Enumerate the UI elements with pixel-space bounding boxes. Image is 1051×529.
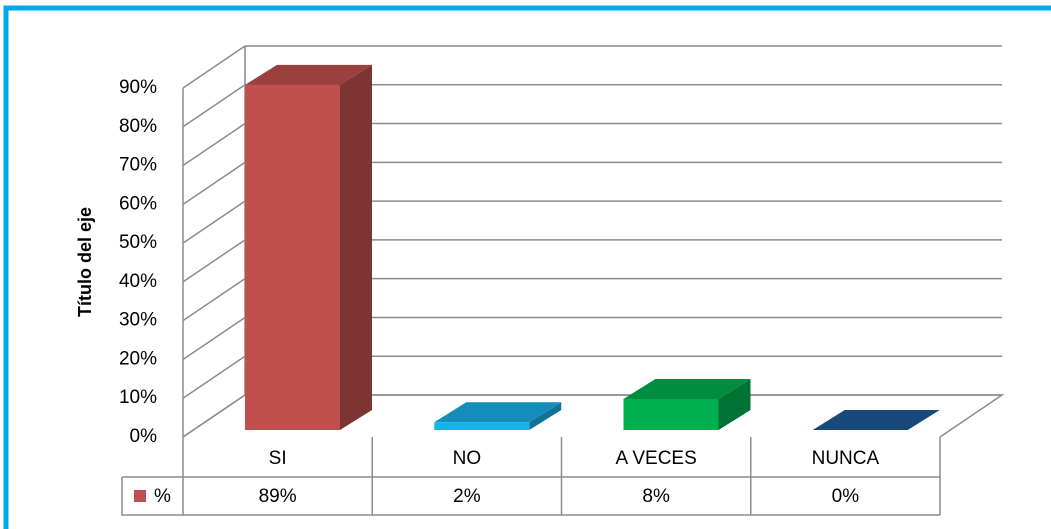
- bar: [623, 398, 719, 430]
- bar-side: [340, 64, 372, 430]
- grid-line: [182, 200, 246, 244]
- y-tick-label: 60%: [119, 193, 157, 214]
- y-tick-label: 0%: [130, 426, 158, 447]
- grid-line: [182, 239, 246, 283]
- bar-side: [718, 378, 751, 430]
- bar-top: [623, 378, 751, 399]
- table-grid: [121, 437, 941, 516]
- y-tick-label: 50%: [119, 232, 157, 253]
- y-tick-label: 10%: [119, 387, 157, 408]
- y-tick-label: 30%: [119, 310, 157, 331]
- value-label: 89%: [259, 486, 297, 507]
- y-tick-label: 90%: [119, 77, 157, 98]
- value-label: 0%: [832, 486, 860, 507]
- y-tick-label: 80%: [119, 116, 157, 137]
- grid-line: [182, 122, 246, 167]
- x-tick-label: SI: [269, 448, 287, 469]
- grid-line: [182, 316, 246, 361]
- y-tick-label: 20%: [119, 348, 157, 369]
- x-tick-label: NUNCA: [812, 448, 880, 469]
- value-label: 2%: [453, 486, 481, 507]
- bar-side: [529, 402, 562, 430]
- grid-line: [182, 161, 246, 205]
- grid-line: [182, 278, 246, 322]
- frame: [3, 5, 1051, 529]
- grid-line: [182, 45, 246, 89]
- x-tick-label: A VECES: [615, 448, 696, 469]
- bar-top: [812, 410, 940, 430]
- grid-line: [182, 355, 246, 399]
- value-label: 8%: [642, 486, 670, 507]
- y-tick-label: 70%: [119, 155, 157, 176]
- x-tick-label: NO: [453, 448, 482, 469]
- bar-top: [245, 64, 372, 85]
- grid-line: [182, 394, 246, 438]
- legend-key: [134, 490, 146, 502]
- y-tick-label: 40%: [119, 271, 157, 292]
- legend-label: %: [154, 486, 171, 507]
- y-axis-label: Título del eje: [75, 207, 95, 317]
- bar-top: [434, 402, 562, 423]
- bar: [245, 84, 340, 430]
- grid-line: [182, 84, 246, 128]
- bar: [434, 422, 530, 430]
